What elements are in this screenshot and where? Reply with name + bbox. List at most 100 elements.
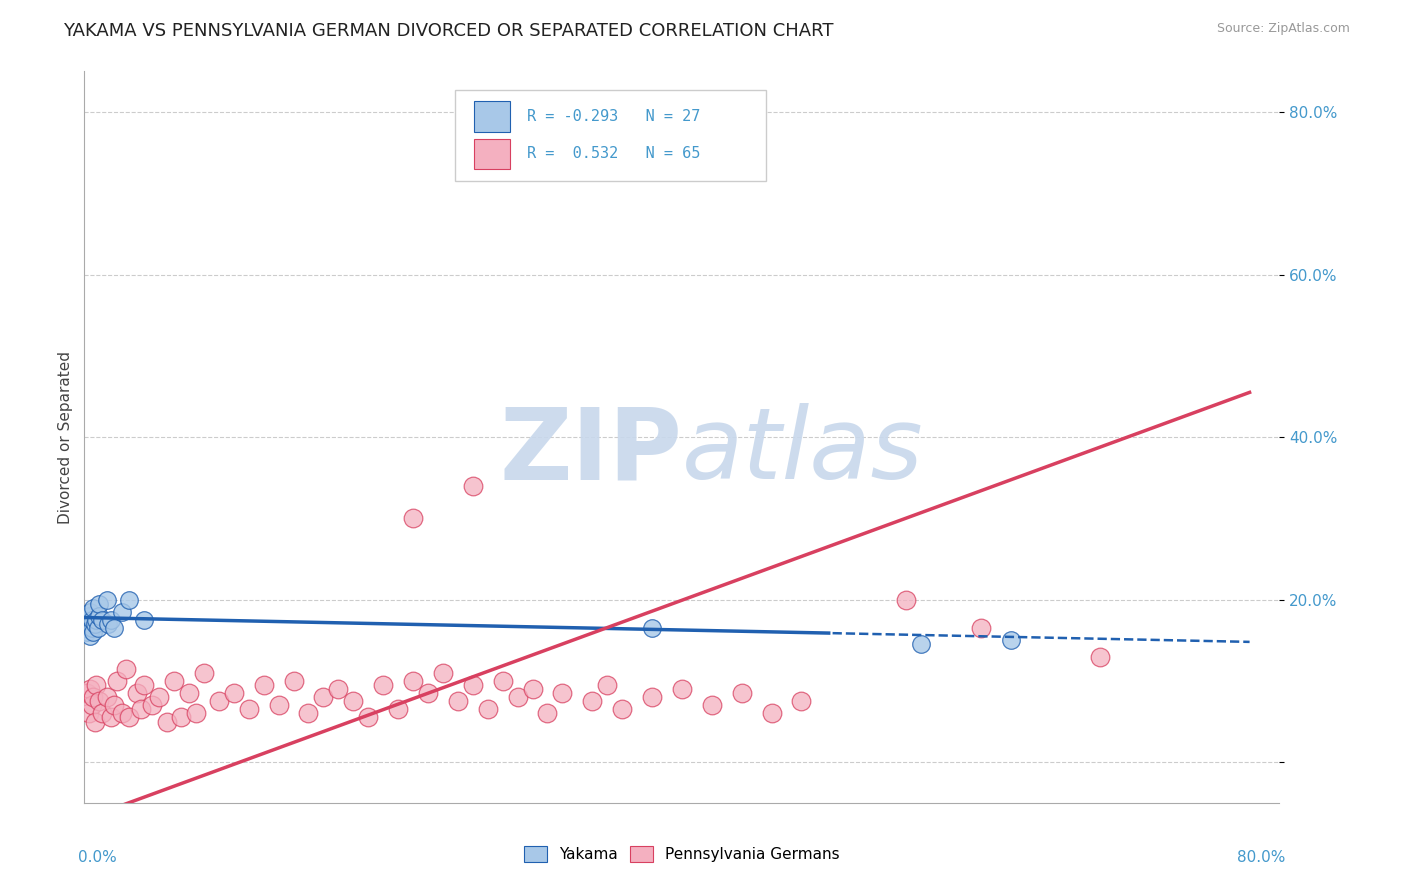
Text: Source: ZipAtlas.com: Source: ZipAtlas.com xyxy=(1216,22,1350,36)
Point xyxy=(86,613,108,627)
Point xyxy=(82,690,104,705)
Point xyxy=(100,613,122,627)
Point xyxy=(671,681,693,696)
Point xyxy=(76,613,98,627)
Point xyxy=(267,698,290,713)
Point xyxy=(612,702,634,716)
Point xyxy=(77,706,100,721)
Point xyxy=(79,681,101,696)
Point xyxy=(148,690,170,705)
Point xyxy=(100,710,122,724)
Point xyxy=(222,686,245,700)
Point xyxy=(76,625,98,640)
Point xyxy=(328,681,350,696)
Point xyxy=(87,621,110,635)
Point xyxy=(283,673,305,688)
Point xyxy=(76,686,98,700)
Point xyxy=(522,681,544,696)
Text: YAKAMA VS PENNSYLVANIA GERMAN DIVORCED OR SEPARATED CORRELATION CHART: YAKAMA VS PENNSYLVANIA GERMAN DIVORCED O… xyxy=(63,22,834,40)
Point xyxy=(132,678,156,692)
Point xyxy=(80,621,103,635)
Point xyxy=(141,698,163,713)
Point xyxy=(125,686,148,700)
Point xyxy=(416,686,439,700)
Point xyxy=(89,608,111,623)
Point xyxy=(970,621,993,635)
Point xyxy=(86,678,108,692)
Point xyxy=(103,698,125,713)
Point xyxy=(186,706,208,721)
Point xyxy=(155,714,177,729)
Point xyxy=(461,678,484,692)
Point xyxy=(82,600,104,615)
Point xyxy=(790,694,813,708)
Point xyxy=(129,702,152,716)
Point xyxy=(83,714,105,729)
FancyBboxPatch shape xyxy=(456,90,766,181)
Point xyxy=(373,678,395,692)
Point xyxy=(163,673,186,688)
Point xyxy=(536,706,558,721)
Point xyxy=(132,613,156,627)
Point xyxy=(89,597,111,611)
Text: ZIP: ZIP xyxy=(499,403,682,500)
Text: R =  0.532   N = 65: R = 0.532 N = 65 xyxy=(527,146,700,161)
Point xyxy=(80,698,103,713)
FancyBboxPatch shape xyxy=(474,138,510,169)
Point xyxy=(115,662,138,676)
Point xyxy=(193,665,215,680)
Point xyxy=(492,673,515,688)
Point xyxy=(641,621,664,635)
Point xyxy=(342,694,364,708)
Point xyxy=(387,702,409,716)
Point xyxy=(96,592,118,607)
Point xyxy=(910,637,932,651)
Point xyxy=(297,706,319,721)
Point xyxy=(551,686,574,700)
Point xyxy=(118,710,141,724)
Point xyxy=(312,690,335,705)
Point xyxy=(111,605,134,619)
Text: 0.0%: 0.0% xyxy=(79,850,117,865)
Point xyxy=(89,694,111,708)
Point xyxy=(111,706,134,721)
Point xyxy=(77,617,100,632)
FancyBboxPatch shape xyxy=(474,102,510,132)
Point xyxy=(581,694,603,708)
Point xyxy=(91,706,114,721)
Point xyxy=(461,479,484,493)
Point xyxy=(506,690,529,705)
Point xyxy=(596,678,619,692)
Point xyxy=(731,686,754,700)
Point xyxy=(447,694,470,708)
Point xyxy=(91,613,114,627)
Point xyxy=(208,694,231,708)
Point xyxy=(477,702,499,716)
Point xyxy=(80,613,103,627)
Text: atlas: atlas xyxy=(682,403,924,500)
Point xyxy=(79,629,101,643)
Point xyxy=(177,686,200,700)
Point xyxy=(96,690,118,705)
Point xyxy=(170,710,193,724)
Point xyxy=(238,702,260,716)
Legend: Yakama, Pennsylvania Germans: Yakama, Pennsylvania Germans xyxy=(517,840,846,868)
Y-axis label: Divorced or Separated: Divorced or Separated xyxy=(58,351,73,524)
Point xyxy=(83,617,105,632)
Point xyxy=(1000,633,1022,648)
Point xyxy=(357,710,380,724)
Point xyxy=(432,665,454,680)
Point xyxy=(402,673,425,688)
Point xyxy=(82,625,104,640)
Text: R = -0.293   N = 27: R = -0.293 N = 27 xyxy=(527,110,700,124)
Point xyxy=(402,511,425,525)
Point xyxy=(105,673,128,688)
Point xyxy=(118,592,141,607)
Point xyxy=(253,678,276,692)
Point xyxy=(75,621,97,635)
Point xyxy=(103,621,125,635)
Point xyxy=(700,698,723,713)
Text: 80.0%: 80.0% xyxy=(1237,850,1285,865)
Point xyxy=(761,706,783,721)
Point xyxy=(79,605,101,619)
